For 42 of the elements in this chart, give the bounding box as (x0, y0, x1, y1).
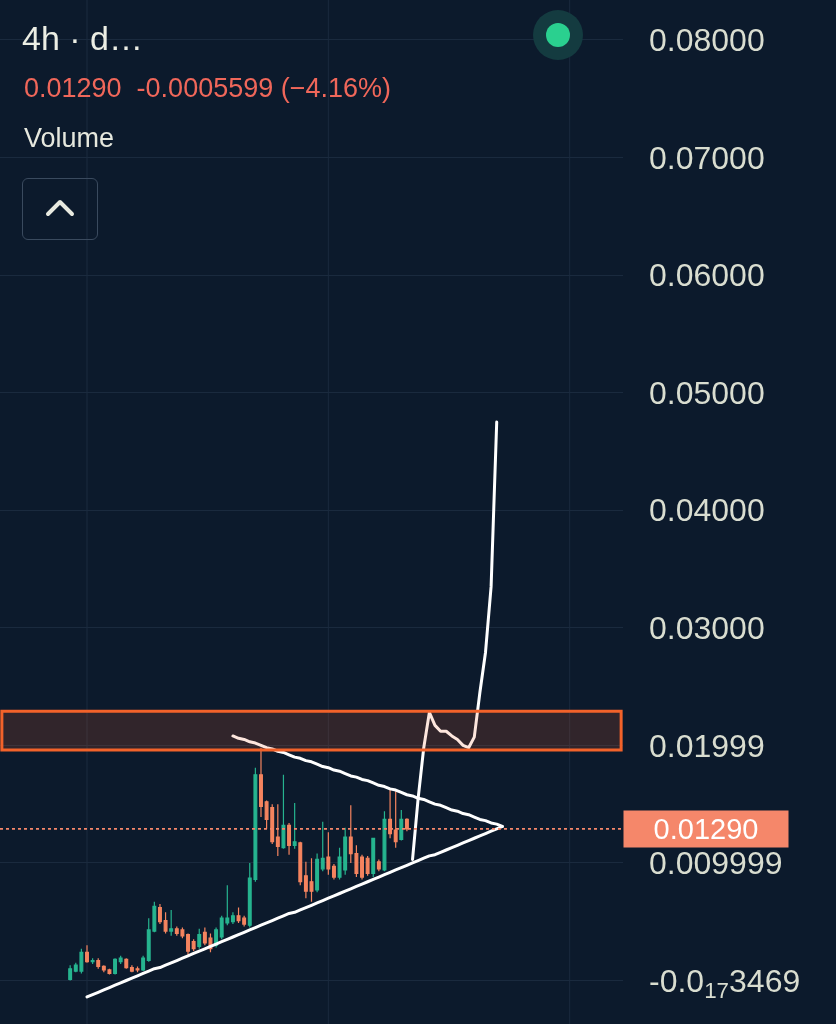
candlestick (382, 810, 387, 872)
candlestick (230, 911, 235, 925)
candlestick (124, 957, 129, 970)
text: 0.01290 -0.0005599 (−4.16%) (24, 73, 392, 103)
candlestick (320, 821, 325, 872)
y-tick-label: 0.03000 (649, 610, 765, 646)
candlestick (157, 903, 162, 925)
candlestick (197, 928, 202, 950)
text: 4h · d… (22, 18, 143, 57)
candlestick (376, 858, 381, 872)
y-tick-label: 0.08000 (649, 22, 765, 59)
y-tick-label: 0.04000 (649, 492, 765, 529)
candlestick (96, 957, 101, 970)
y-tick-label: 0.05000 (649, 374, 765, 411)
y-tick-label: 0.06000 (649, 257, 765, 294)
annotation: Volume (24, 123, 115, 153)
candlestick (326, 831, 331, 876)
candlestick (259, 747, 263, 818)
candlestick (331, 863, 336, 880)
candlestick (90, 957, 95, 965)
candlestick (281, 774, 286, 850)
candlestick (371, 837, 376, 878)
candlestick (360, 854, 364, 880)
candlestick (68, 964, 73, 982)
candlestick (298, 841, 303, 886)
candlestick (315, 852, 320, 893)
candlestick (365, 855, 370, 877)
y-tick-label: -0.0$_{17}$3469 (649, 962, 801, 1004)
candlestick (191, 938, 196, 952)
candlestick (141, 955, 146, 972)
y-tick-label: 0.009999 (649, 845, 783, 882)
candlestick (85, 944, 89, 964)
candlestick (118, 955, 123, 965)
candlestick (113, 957, 118, 976)
ref-line-label: 0.01290 (653, 813, 759, 845)
y-tick-label: 0.07000 (649, 139, 765, 176)
candlestick (399, 809, 404, 842)
candlestick (186, 932, 190, 956)
candlestick (292, 802, 297, 850)
candlestick (169, 909, 174, 937)
y-tick-label: 0.01999 (649, 727, 765, 764)
candlestick (163, 911, 168, 935)
